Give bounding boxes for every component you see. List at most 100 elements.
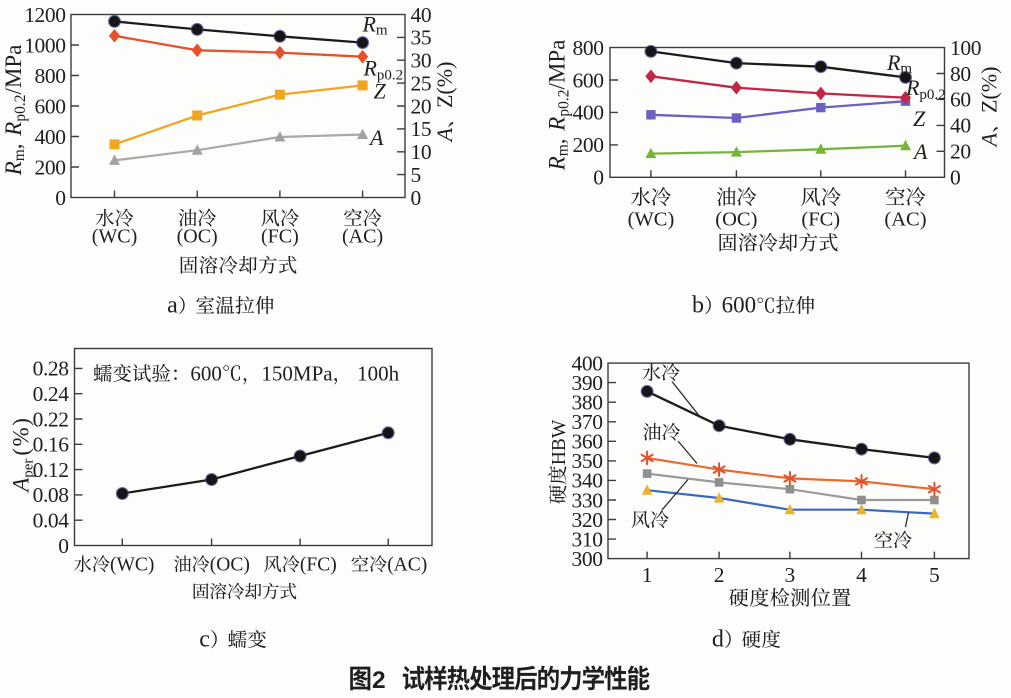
svg-text:0.08: 0.08: [33, 483, 69, 507]
svg-text:380: 380: [572, 391, 603, 415]
svg-text:200: 200: [573, 133, 604, 157]
svg-text:d: d: [712, 627, 724, 653]
svg-text:R: R: [905, 75, 920, 100]
svg-text:a: a: [167, 293, 178, 319]
svg-text:0: 0: [55, 186, 65, 210]
svg-text:330: 330: [572, 488, 603, 512]
svg-text:m: m: [900, 61, 912, 77]
svg-text:(AC): (AC): [342, 226, 383, 248]
svg-text:30: 30: [411, 49, 432, 73]
svg-text:5: 5: [411, 163, 421, 187]
svg-text:20: 20: [411, 94, 432, 118]
svg-text:(FC): (FC): [300, 555, 337, 576]
svg-text:m: m: [376, 23, 388, 39]
svg-text:0: 0: [411, 186, 421, 210]
svg-text:m: m: [555, 144, 572, 156]
svg-text:800: 800: [573, 36, 604, 60]
svg-text:Z(%): Z(%): [976, 67, 1001, 113]
svg-text:10: 10: [411, 140, 432, 164]
svg-text:Z(%): Z(%): [432, 62, 457, 108]
svg-text:400: 400: [572, 351, 603, 375]
svg-text:150MPa: 150MPa: [261, 362, 333, 386]
svg-text:A: A: [912, 139, 928, 164]
svg-text:p0.2: p0.2: [919, 87, 945, 103]
svg-text:390: 390: [572, 371, 603, 395]
svg-text:A: A: [9, 477, 34, 494]
svg-text:400: 400: [573, 101, 604, 125]
svg-text:0.28: 0.28: [33, 357, 69, 381]
svg-text:HBW: HBW: [549, 419, 570, 465]
svg-text:15: 15: [411, 117, 432, 141]
svg-text:p0.2: p0.2: [377, 68, 403, 84]
svg-text:Z: Z: [374, 79, 387, 104]
svg-text:2: 2: [714, 563, 725, 587]
svg-text:600: 600: [722, 293, 757, 318]
svg-text:60: 60: [950, 88, 971, 112]
svg-text:(AC): (AC): [884, 209, 926, 231]
svg-text:40: 40: [411, 3, 432, 27]
svg-text:340: 340: [572, 469, 603, 493]
svg-text:R: R: [1, 161, 26, 176]
svg-text:0: 0: [950, 166, 960, 190]
svg-text:80: 80: [950, 62, 971, 86]
svg-text:400: 400: [35, 125, 66, 149]
svg-text:(FC): (FC): [261, 226, 299, 248]
svg-text:1000: 1000: [24, 33, 65, 57]
svg-text:0.16: 0.16: [33, 433, 70, 457]
svg-text:320: 320: [572, 508, 603, 532]
svg-text:m: m: [11, 149, 28, 161]
svg-text:(OC): (OC): [210, 555, 250, 576]
svg-text:100h: 100h: [357, 362, 400, 386]
svg-text:,: ,: [1, 143, 26, 149]
svg-text:0.24: 0.24: [33, 382, 70, 406]
svg-text:/MPa: /MPa: [545, 40, 570, 90]
svg-text:0: 0: [58, 534, 68, 558]
svg-text:800: 800: [35, 64, 66, 88]
svg-text:R: R: [1, 122, 26, 137]
svg-text:0.12: 0.12: [33, 458, 69, 482]
svg-text:100: 100: [950, 36, 981, 60]
svg-text:0.22: 0.22: [33, 407, 69, 431]
svg-text:A: A: [368, 125, 384, 150]
svg-text:40: 40: [950, 114, 971, 138]
svg-text:R: R: [886, 50, 901, 75]
svg-text:(FC): (FC): [801, 209, 840, 231]
svg-text:2: 2: [372, 667, 386, 694]
svg-text:4: 4: [856, 563, 867, 587]
svg-text:b: b: [692, 293, 704, 319]
svg-text:c: c: [199, 627, 210, 653]
svg-text:R: R: [363, 56, 378, 81]
svg-text:p0.2: p0.2: [12, 94, 29, 121]
svg-text:25: 25: [411, 71, 432, 95]
svg-text:370: 370: [572, 410, 603, 434]
svg-text:600: 600: [35, 94, 66, 118]
svg-text:per: per: [21, 459, 37, 478]
svg-text:300: 300: [572, 547, 603, 571]
svg-text:(%): (%): [9, 417, 34, 456]
svg-text:0.04: 0.04: [33, 509, 70, 533]
svg-text:(WC): (WC): [110, 555, 154, 576]
svg-text:360: 360: [572, 430, 603, 454]
svg-text:Z: Z: [913, 106, 926, 131]
svg-text:(AC): (AC): [387, 555, 427, 576]
svg-text:600: 600: [190, 362, 222, 386]
svg-text:1200: 1200: [24, 3, 65, 27]
svg-text:5: 5: [929, 563, 940, 587]
svg-text:(OC): (OC): [177, 226, 218, 248]
svg-text:3: 3: [785, 563, 796, 587]
svg-text:,: ,: [545, 138, 570, 144]
svg-text:600: 600: [573, 68, 604, 92]
svg-text:R: R: [362, 12, 377, 37]
svg-text:/MPa: /MPa: [1, 45, 26, 95]
svg-text:R: R: [545, 156, 570, 171]
svg-text:(WC): (WC): [92, 226, 138, 248]
svg-text:20: 20: [950, 140, 971, 164]
svg-text:p0.2: p0.2: [556, 89, 573, 116]
svg-text:A: A: [976, 132, 1001, 148]
svg-text:310: 310: [572, 527, 603, 551]
svg-text:35: 35: [411, 26, 432, 50]
svg-text:(WC): (WC): [628, 209, 675, 231]
svg-text:R: R: [545, 117, 570, 132]
svg-text:200: 200: [35, 155, 66, 179]
svg-text:(OC): (OC): [715, 209, 757, 231]
